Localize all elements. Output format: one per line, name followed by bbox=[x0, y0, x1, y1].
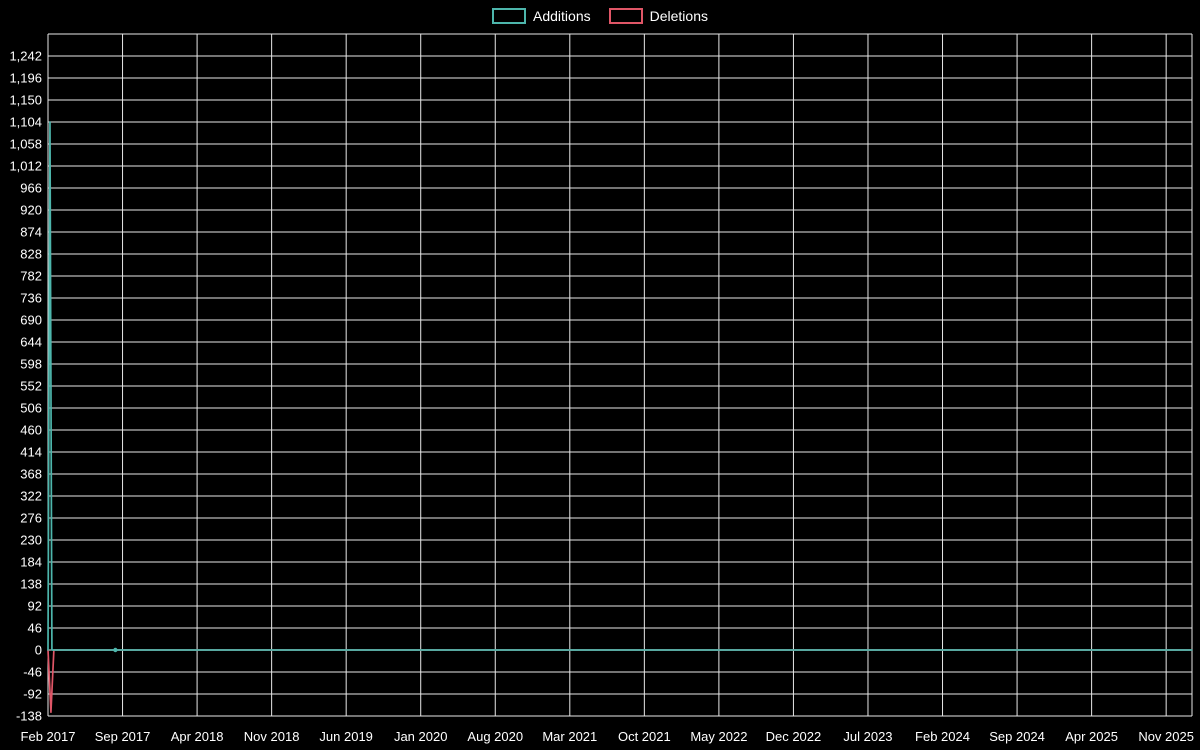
svg-text:Nov 2025: Nov 2025 bbox=[1138, 729, 1194, 744]
svg-text:736: 736 bbox=[20, 291, 42, 306]
svg-text:Dec 2022: Dec 2022 bbox=[766, 729, 822, 744]
svg-text:Aug 2020: Aug 2020 bbox=[467, 729, 523, 744]
svg-text:Feb 2024: Feb 2024 bbox=[915, 729, 970, 744]
additions-legend-label: Additions bbox=[533, 8, 591, 24]
svg-text:322: 322 bbox=[20, 489, 42, 504]
svg-text:598: 598 bbox=[20, 357, 42, 372]
svg-text:1,012: 1,012 bbox=[9, 159, 42, 174]
svg-text:Sep 2017: Sep 2017 bbox=[95, 729, 151, 744]
svg-text:1,196: 1,196 bbox=[9, 71, 42, 86]
svg-text:138: 138 bbox=[20, 577, 42, 592]
svg-text:Nov 2018: Nov 2018 bbox=[244, 729, 300, 744]
legend-item-deletions[interactable]: Deletions bbox=[608, 8, 708, 24]
svg-text:Jul 2023: Jul 2023 bbox=[843, 729, 892, 744]
deletions-legend-label: Deletions bbox=[649, 8, 708, 24]
svg-text:Jan 2020: Jan 2020 bbox=[394, 729, 448, 744]
svg-text:1,104: 1,104 bbox=[9, 115, 42, 130]
svg-text:874: 874 bbox=[20, 225, 42, 240]
svg-text:1,242: 1,242 bbox=[9, 49, 42, 64]
svg-text:644: 644 bbox=[20, 335, 42, 350]
additions-swatch-icon bbox=[492, 8, 527, 24]
svg-text:Apr 2025: Apr 2025 bbox=[1065, 729, 1118, 744]
svg-text:Sep 2024: Sep 2024 bbox=[989, 729, 1045, 744]
svg-text:276: 276 bbox=[20, 511, 42, 526]
svg-text:92: 92 bbox=[28, 599, 42, 614]
chart-legend: Additions Deletions bbox=[0, 8, 1200, 24]
svg-text:-92: -92 bbox=[23, 687, 42, 702]
svg-text:368: 368 bbox=[20, 467, 42, 482]
svg-text:460: 460 bbox=[20, 423, 42, 438]
svg-text:920: 920 bbox=[20, 203, 42, 218]
svg-text:966: 966 bbox=[20, 181, 42, 196]
svg-text:1,058: 1,058 bbox=[9, 137, 42, 152]
svg-text:414: 414 bbox=[20, 445, 42, 460]
legend-item-additions[interactable]: Additions bbox=[492, 8, 591, 24]
svg-text:1,150: 1,150 bbox=[9, 93, 42, 108]
svg-text:Feb 2017: Feb 2017 bbox=[21, 729, 76, 744]
svg-text:46: 46 bbox=[28, 621, 42, 636]
svg-text:0: 0 bbox=[35, 643, 42, 658]
svg-text:May 2022: May 2022 bbox=[690, 729, 747, 744]
svg-text:Mar 2021: Mar 2021 bbox=[542, 729, 597, 744]
svg-text:Apr 2018: Apr 2018 bbox=[171, 729, 224, 744]
svg-text:506: 506 bbox=[20, 401, 42, 416]
svg-text:552: 552 bbox=[20, 379, 42, 394]
svg-text:Jun 2019: Jun 2019 bbox=[319, 729, 373, 744]
svg-text:-138: -138 bbox=[16, 709, 42, 724]
svg-text:690: 690 bbox=[20, 313, 42, 328]
svg-text:828: 828 bbox=[20, 247, 42, 262]
deletions-swatch-icon bbox=[608, 8, 643, 24]
svg-text:184: 184 bbox=[20, 555, 42, 570]
svg-text:230: 230 bbox=[20, 533, 42, 548]
svg-text:782: 782 bbox=[20, 269, 42, 284]
svg-text:Oct 2021: Oct 2021 bbox=[618, 729, 671, 744]
svg-text:-46: -46 bbox=[23, 665, 42, 680]
